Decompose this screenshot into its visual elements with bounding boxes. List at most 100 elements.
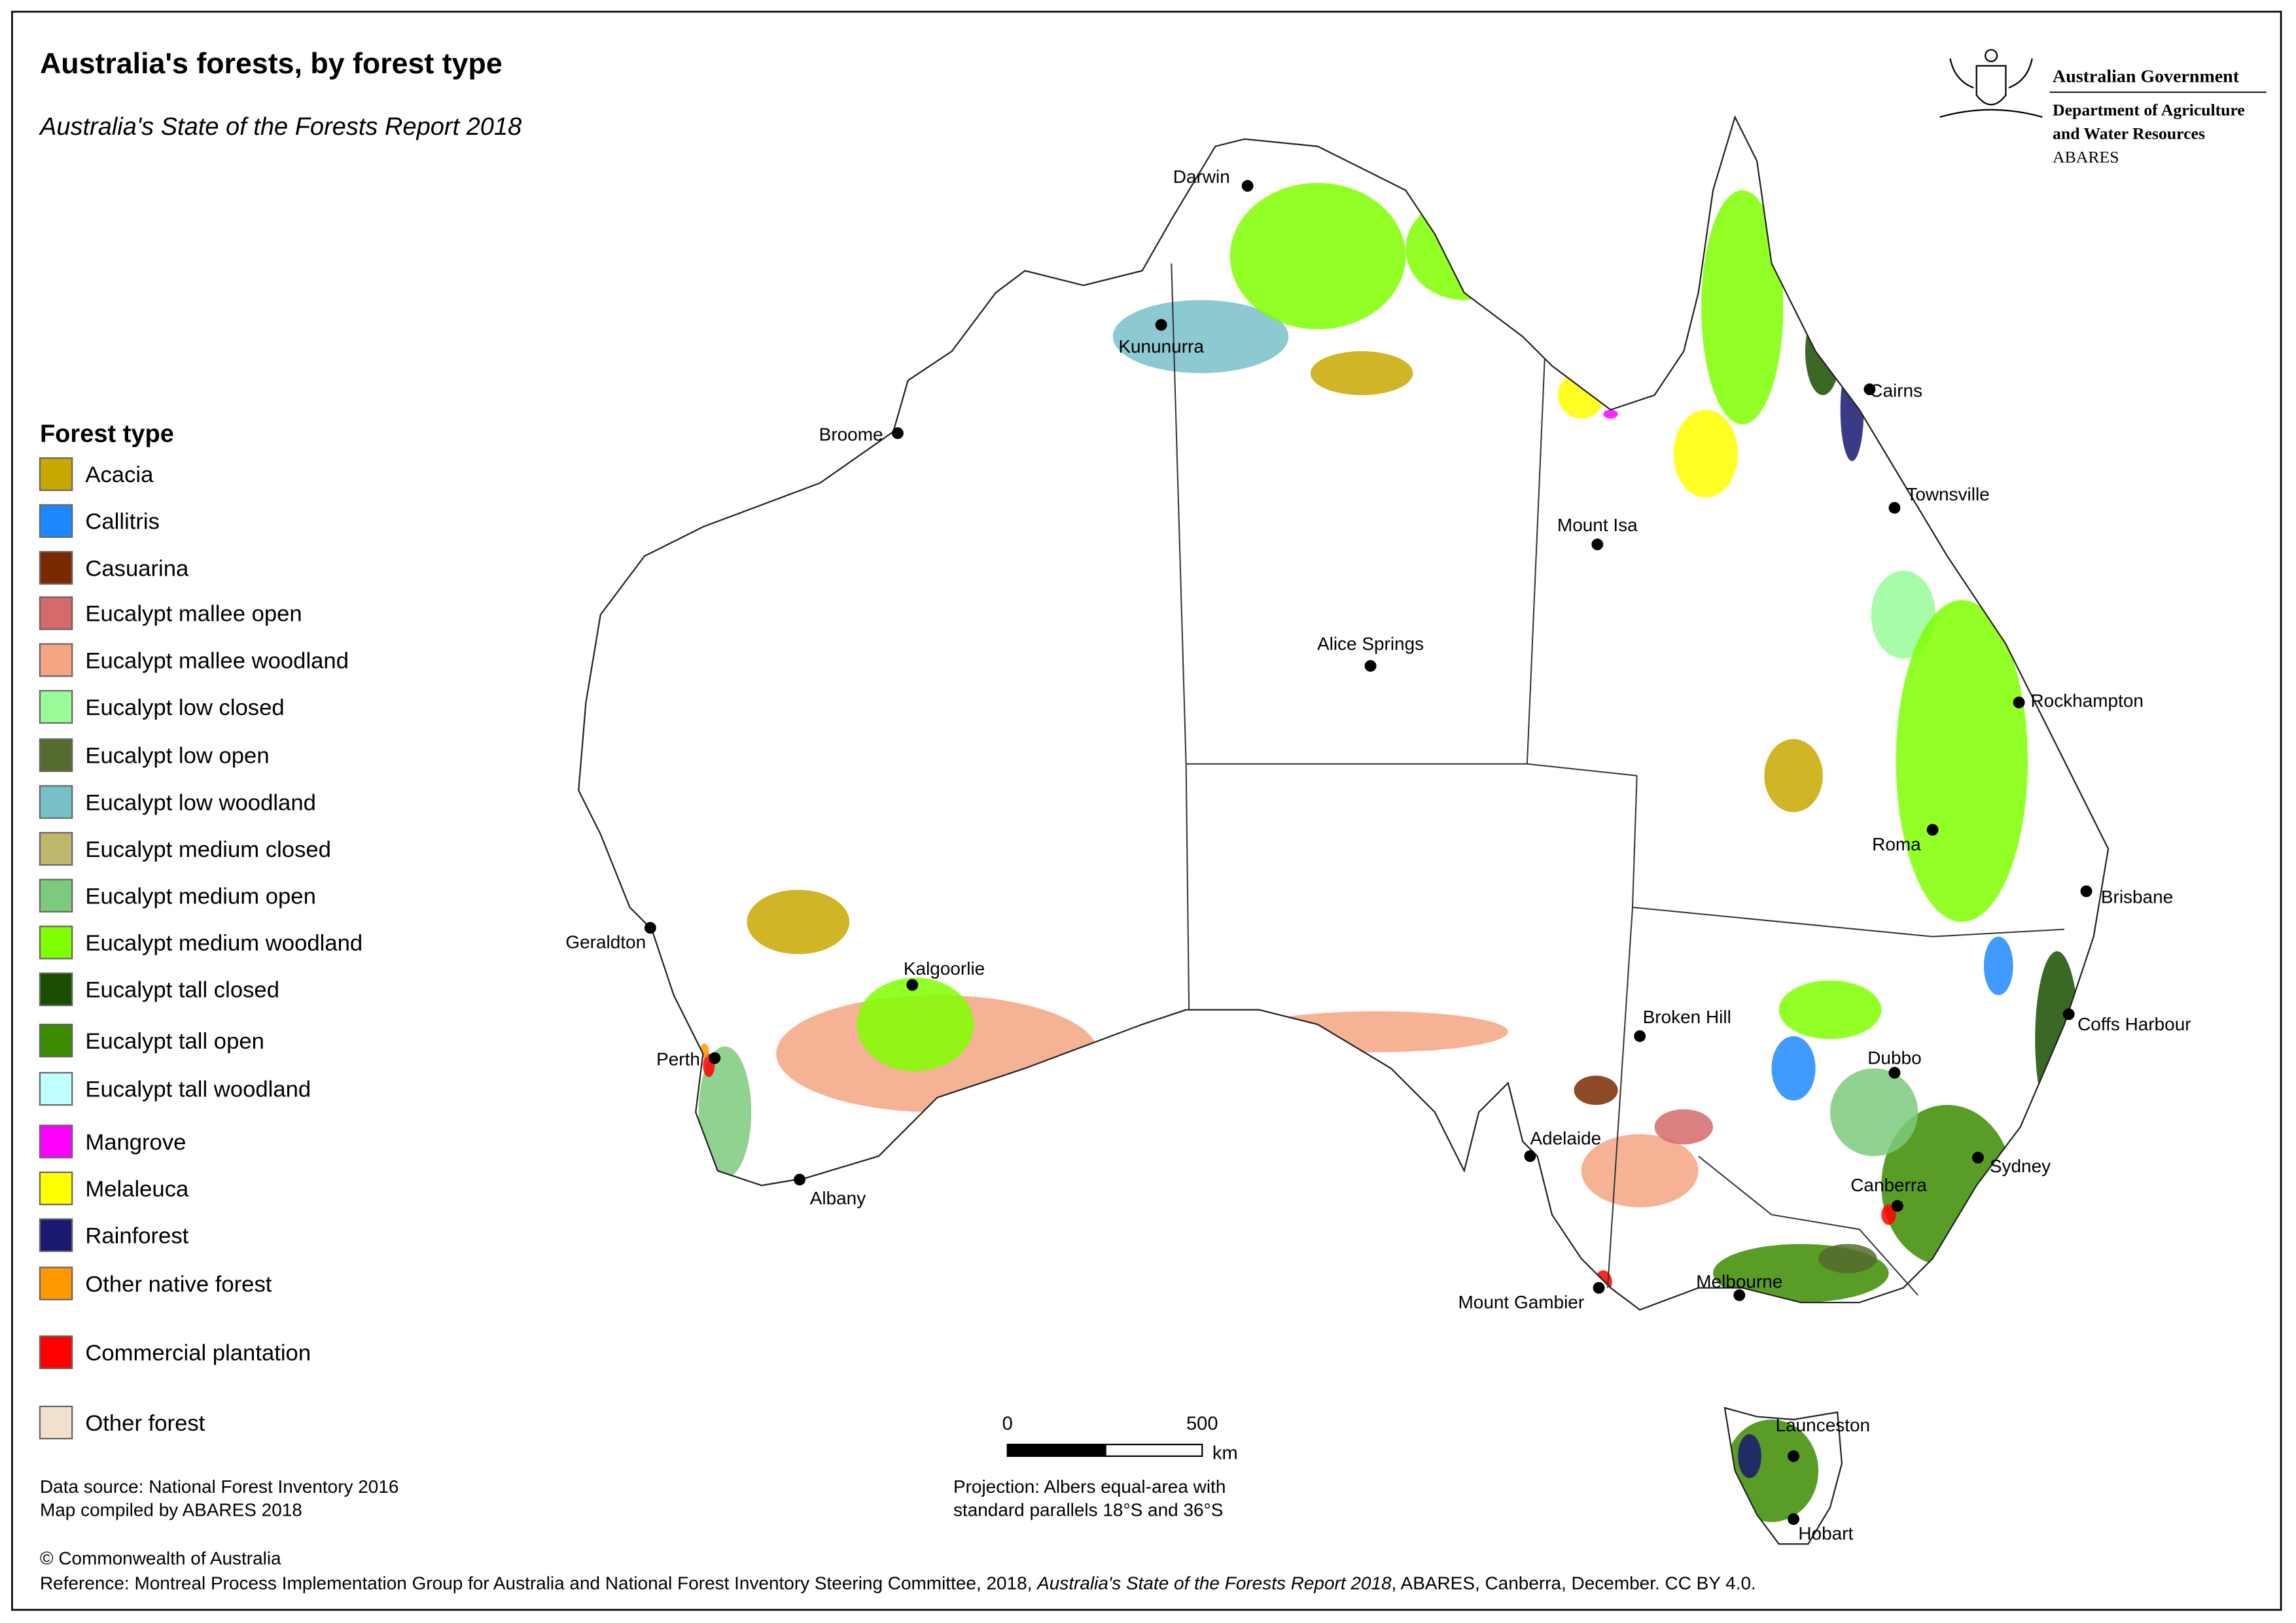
place-label: Hobart (1798, 1523, 1853, 1543)
forest-patch (1738, 1434, 1761, 1478)
legend-label: Eucalypt medium open (85, 884, 316, 909)
legend-swatch (39, 596, 73, 631)
forest-patch (1574, 1075, 1618, 1106)
place-marker (1888, 502, 1901, 514)
legend-title: Forest type (40, 421, 174, 448)
place-marker (1634, 1030, 1646, 1042)
place-marker (1863, 383, 1876, 396)
legend-swatch (39, 738, 73, 773)
legend-swatch (39, 1218, 73, 1252)
place-label: Alice Springs (1317, 633, 1424, 654)
scale-unit: km (1212, 1442, 1238, 1463)
forest-patch (1830, 1068, 1918, 1157)
forest-patch (1603, 410, 1618, 419)
state-border (1632, 907, 2065, 937)
legend-swatch (39, 785, 73, 819)
legend-swatch (39, 689, 73, 724)
forest-patch (1112, 300, 1289, 374)
place-marker (2080, 885, 2093, 898)
place-label: Kununurra (1118, 336, 1204, 357)
legend-swatch (39, 1072, 73, 1106)
places: Darwin Kununurra Broome Mount Isa Alice Spri… (565, 167, 2191, 1544)
place-marker (794, 1174, 806, 1186)
legend-swatch (39, 643, 73, 677)
place-label: Cairns (1869, 380, 1922, 400)
place-marker (2062, 1008, 2075, 1021)
forest-patch (1310, 351, 1413, 396)
place-label: Canberra (1850, 1175, 1927, 1195)
forest-patch (1983, 936, 2013, 996)
legend-label: Eucalypt low closed (85, 695, 284, 720)
place-label: Adelaide (1530, 1128, 1601, 1148)
forest-patch (1654, 1109, 1714, 1145)
place-label: Kalgoorlie (904, 958, 985, 979)
state-borders (1171, 263, 2065, 1296)
place-marker (1591, 538, 1604, 551)
place-marker (1891, 1200, 1903, 1212)
place-label: Broome (819, 424, 883, 444)
legend-label: Eucalypt medium closed (85, 837, 331, 862)
scale-segment (1006, 1443, 1106, 1457)
forest-patch (747, 890, 850, 954)
legend-label: Eucalypt tall woodland (85, 1077, 311, 1102)
logo: Australian Government Department of Agri… (1939, 48, 2267, 166)
legend-label: Eucalypt mallee woodland (85, 648, 349, 673)
place-marker (1788, 1513, 1800, 1526)
source-note: Data source: National Forest Inventory 2… (40, 1476, 399, 1497)
place-marker (1524, 1150, 1536, 1162)
legend-label: Eucalypt low open (85, 744, 269, 769)
place-label: Geraldton (565, 932, 646, 952)
legend-label: Commercial plantation (85, 1340, 311, 1365)
place-marker (644, 922, 656, 934)
place-marker (709, 1052, 721, 1064)
title: Australia's forests, by forest type (40, 47, 503, 80)
place-marker (1364, 659, 1377, 672)
place-label: Albany (810, 1188, 866, 1208)
projection-note: standard parallels 18°S and 36°S (953, 1500, 1223, 1520)
place-label: Mount Gambier (1458, 1292, 1585, 1312)
legend-swatch (39, 1266, 73, 1300)
legend-swatch (39, 1171, 73, 1206)
legend-swatch (39, 925, 73, 960)
legend-label: Melaleuca (85, 1177, 189, 1202)
legend-label: Eucalypt mallee open (85, 602, 302, 627)
legend-label: Eucalypt medium woodland (85, 931, 362, 956)
place-marker (1926, 824, 1939, 836)
legend-swatch (39, 972, 73, 1007)
legend-label: Other native forest (85, 1272, 272, 1297)
forest-patch (698, 1046, 752, 1178)
forest-patch (1701, 190, 1784, 425)
place-marker (1788, 1450, 1800, 1462)
forest-patch (1229, 183, 1406, 330)
legend-swatch (39, 831, 73, 866)
forest-patch (1881, 1204, 1896, 1225)
place-marker (906, 979, 919, 991)
place-label: Townsville (1906, 484, 1989, 504)
legend-label: Rainforest (85, 1223, 188, 1248)
logo-line: and Water Resources (2053, 124, 2205, 143)
logo-line: Australian Government (2053, 66, 2240, 86)
place-marker (1888, 1066, 1901, 1079)
place-marker (1241, 180, 1254, 192)
place-label: Brisbane (2101, 886, 2173, 907)
forest-patch (1673, 410, 1739, 498)
subtitle: Australia's State of the Forests Report … (39, 113, 521, 141)
place-label: Darwin (1173, 167, 1230, 187)
forest-patch (1896, 600, 2028, 922)
legend-label: Eucalypt tall open (85, 1029, 264, 1054)
place-marker (1155, 319, 1167, 331)
reference-text: Reference: Montreal Process Implementati… (40, 1573, 1037, 1594)
forest-patch (1818, 1244, 1877, 1274)
place-label: Coffs Harbour (2077, 1014, 2191, 1034)
place-label: Mount Isa (1557, 515, 1638, 535)
legend-label: Eucalypt tall closed (85, 978, 279, 1003)
legend-swatch (39, 457, 73, 491)
legend-swatch (39, 551, 73, 585)
legend-label: Other forest (85, 1411, 205, 1436)
place-label: Dubbo (1867, 1047, 1921, 1068)
logo-line: ABARES (2053, 147, 2119, 166)
legend-swatch (39, 879, 73, 913)
scale-label: 500 (1186, 1414, 1218, 1435)
